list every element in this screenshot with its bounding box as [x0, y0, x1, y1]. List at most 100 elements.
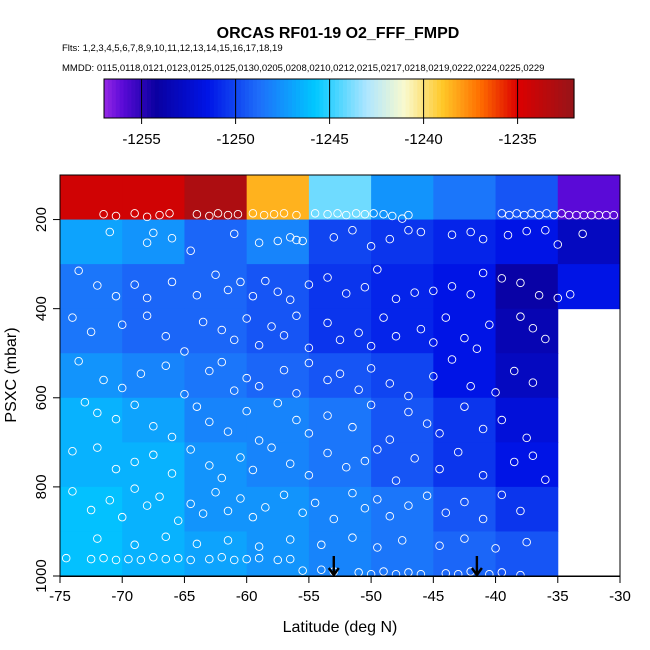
data-point [385, 512, 395, 521]
data-point [105, 496, 115, 505]
data-point [111, 291, 121, 301]
y-tick-label: 1000 [33, 559, 50, 592]
heatmap-cell [308, 219, 372, 265]
data-point [329, 514, 339, 524]
heatmap-cell [184, 531, 248, 577]
data-point [167, 469, 177, 478]
data-point [310, 209, 320, 218]
data-point [74, 356, 83, 366]
data-point [553, 240, 563, 249]
data-point [528, 378, 538, 387]
colorbar-swatch [170, 79, 176, 118]
data-point [229, 555, 239, 565]
data-point [323, 209, 332, 219]
data-point [410, 454, 419, 463]
colorbar-swatch [119, 79, 125, 118]
data-point [528, 324, 538, 333]
data-point [233, 209, 243, 219]
colorbar-swatch [319, 79, 324, 118]
colorbar-frame [103, 78, 575, 119]
colorbar-swatch [245, 79, 250, 118]
data-point [261, 503, 270, 512]
heatmap-cell [184, 264, 248, 310]
data-point [565, 290, 575, 299]
heatmap-cell [122, 175, 185, 221]
colorbar-swatch [154, 79, 160, 118]
heatmap-cell [495, 442, 559, 488]
colorbar-swatch [460, 79, 465, 118]
data-point [149, 553, 158, 562]
data-point [149, 228, 158, 238]
colorbar-swatch [107, 79, 113, 118]
colorbar-swatch [366, 79, 371, 118]
colorbar-swatch [350, 79, 356, 118]
colorbar-swatch [127, 79, 133, 118]
data-point [155, 492, 164, 501]
data-point [223, 536, 233, 545]
data-point [516, 312, 525, 321]
data-point [360, 283, 370, 292]
heatmap-cell [184, 442, 248, 488]
data-point [385, 234, 395, 244]
heatmap-cell [184, 486, 248, 532]
data-point [167, 234, 177, 243]
colorbar-swatch [339, 79, 344, 118]
colorbar-swatch [260, 79, 266, 118]
data-point [211, 487, 220, 497]
colorbar-swatch [519, 79, 524, 118]
data-point [292, 389, 301, 398]
data-point [379, 209, 388, 219]
y-tick-label: 800 [33, 474, 50, 499]
colorbar-swatch [507, 79, 512, 118]
data-point [366, 364, 376, 373]
colorbar-swatch [315, 79, 321, 118]
colorbar-swatch [487, 79, 493, 118]
data-point [323, 318, 332, 328]
data-point [422, 419, 432, 428]
colorbar-swatch [464, 79, 469, 118]
data-point [99, 375, 108, 385]
data-point [223, 210, 233, 220]
colorbar-swatch [550, 79, 556, 118]
heatmap-cell [246, 397, 310, 443]
data-point [354, 385, 363, 395]
heatmap-cell [122, 308, 185, 354]
colorbar-tick-label: -1250 [216, 131, 254, 148]
data-point [509, 366, 519, 376]
data-point [366, 400, 376, 410]
data-point [348, 533, 357, 542]
data-point [478, 514, 488, 524]
data-point [435, 541, 444, 550]
colorbar-swatch [268, 79, 274, 118]
colorbar-swatch [143, 79, 148, 118]
colorbar-swatch [370, 79, 375, 118]
colorbar-swatch [311, 79, 317, 118]
colorbar-swatch [554, 79, 559, 118]
colorbar-swatch [562, 79, 567, 118]
colorbar-swatch [468, 79, 473, 118]
colorbar-swatch [221, 79, 227, 118]
heatmap-cell [60, 397, 123, 443]
data-point [447, 355, 457, 364]
heatmap-cell [184, 219, 248, 265]
heatmap-cell [308, 486, 372, 532]
data-point [397, 536, 407, 545]
x-tick-label: -50 [360, 588, 382, 605]
data-point [348, 225, 357, 235]
heatmap-cell [308, 175, 372, 221]
data-point [213, 209, 223, 218]
data-point [149, 450, 158, 460]
colorbar-swatch [444, 79, 450, 118]
data-point [341, 210, 351, 220]
data-point [609, 210, 619, 220]
colorbar-swatch [511, 79, 516, 118]
data-point [217, 553, 227, 562]
data-point [491, 544, 500, 553]
colorbar-swatch [284, 79, 289, 118]
colorbar-swatch [115, 79, 121, 118]
data-point [273, 287, 283, 296]
colorbar-swatch [429, 79, 434, 118]
data-point [124, 554, 133, 564]
data-point [111, 211, 121, 221]
data-point [391, 294, 401, 304]
